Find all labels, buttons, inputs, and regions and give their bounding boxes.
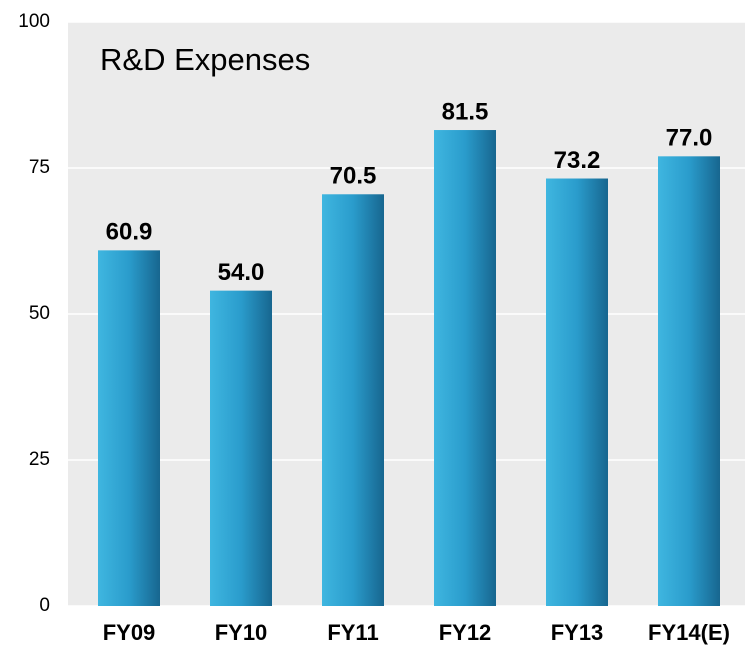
bar <box>98 250 160 606</box>
y-tick-label: 75 <box>29 157 50 178</box>
y-tick-label: 0 <box>39 595 50 616</box>
bar <box>210 290 272 606</box>
value-label: 77.0 <box>666 125 713 152</box>
x-tick-label: FY09 <box>103 620 156 645</box>
value-label: 81.5 <box>442 98 489 125</box>
value-label: 54.0 <box>218 259 265 286</box>
value-label: 70.5 <box>330 163 377 190</box>
x-tick-label: FY11 <box>327 620 378 645</box>
value-label: 73.2 <box>554 147 601 174</box>
x-tick-label: FY13 <box>551 620 604 645</box>
y-tick-label: 25 <box>29 449 50 470</box>
chart-title: R&D Expenses <box>100 42 310 77</box>
x-tick-label: FY14(E) <box>648 620 730 645</box>
x-tick-label: FY10 <box>215 620 268 645</box>
bar <box>658 156 720 606</box>
value-label: 60.9 <box>106 219 153 246</box>
bar <box>546 178 608 606</box>
x-tick-label: FY12 <box>439 620 492 645</box>
bar <box>322 194 384 606</box>
y-tick-label: 100 <box>18 11 50 32</box>
y-tick-label: 50 <box>29 303 50 324</box>
bar <box>434 130 496 607</box>
